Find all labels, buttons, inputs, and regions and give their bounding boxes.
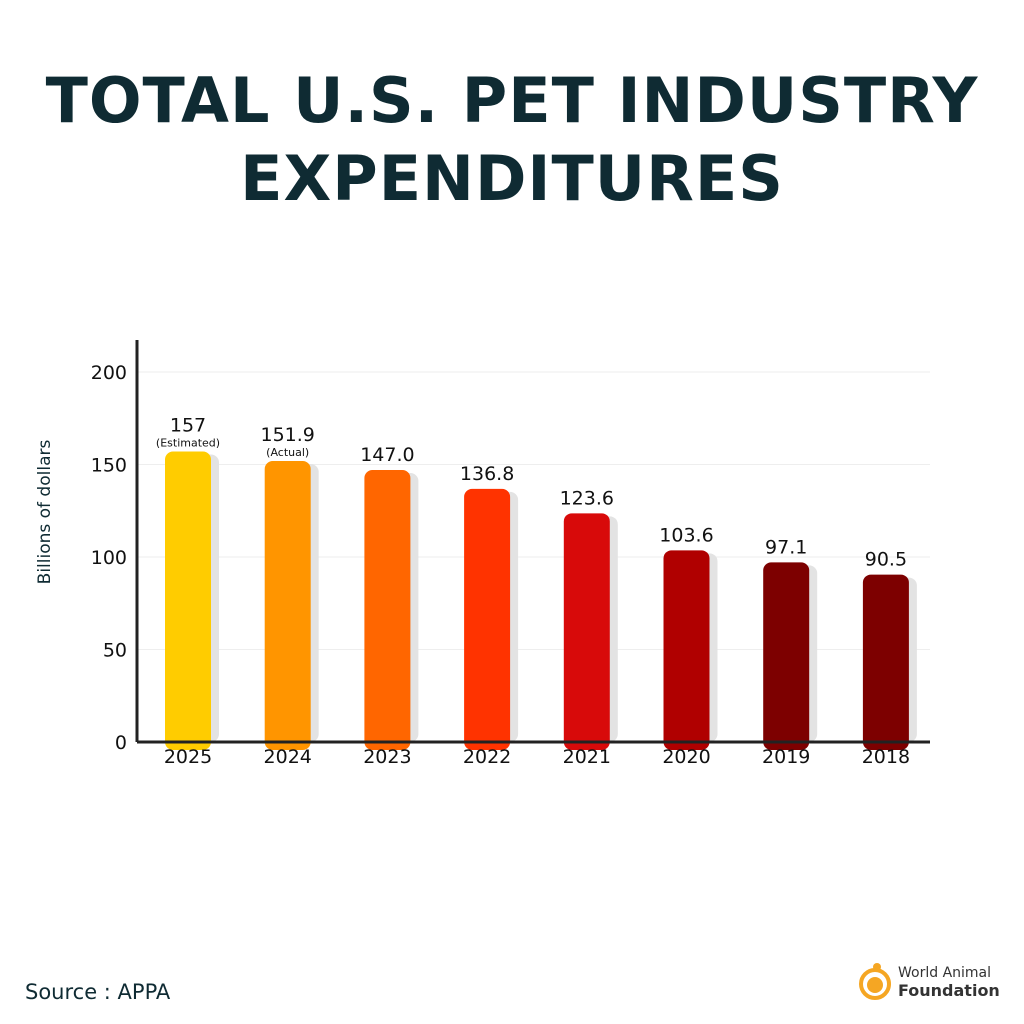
data-label: 151.9 <box>260 424 314 446</box>
data-label: 147.0 <box>360 444 414 466</box>
bar-2024 <box>264 460 311 750</box>
data-label: 157 <box>170 415 206 437</box>
data-label: 90.5 <box>865 549 907 571</box>
title-line-2: EXPENDITURES <box>240 142 784 215</box>
x-tick-label: 2022 <box>463 746 511 768</box>
x-tick-label: 2025 <box>164 746 212 768</box>
bar-2019 <box>763 562 810 750</box>
logo-line-2: Foundation <box>898 981 1000 1000</box>
bar-2021 <box>563 513 610 750</box>
data-annotation: (Estimated) <box>156 437 220 450</box>
logo: World Animal Foundation <box>858 962 1000 1002</box>
source-note: Source : APPA <box>25 980 171 1004</box>
bar-2022 <box>464 488 511 750</box>
logo-line-1: World Animal <box>898 965 992 981</box>
data-label: 123.6 <box>560 487 614 509</box>
bar-2023 <box>364 470 411 750</box>
x-tick-label: 2024 <box>264 746 312 768</box>
y-tick-label: 200 <box>91 362 127 384</box>
x-tick-label: 2018 <box>862 746 910 768</box>
data-annotation: (Actual) <box>266 446 309 459</box>
y-tick-label: 0 <box>115 732 127 754</box>
data-label: 136.8 <box>460 463 514 485</box>
bar-2025 <box>165 451 211 750</box>
bar-2018 <box>862 574 909 750</box>
y-tick-label: 150 <box>91 455 127 477</box>
x-tick-label: 2020 <box>662 746 710 768</box>
y-tick-label: 50 <box>103 640 127 662</box>
chart-title: TOTAL U.S. PET INDUSTRY EXPENDITURES <box>0 62 1024 218</box>
x-tick-label: 2021 <box>563 746 611 768</box>
data-label: 97.1 <box>765 536 807 558</box>
paw-logo-icon <box>859 963 891 1000</box>
data-label: 103.6 <box>659 524 713 546</box>
bar-2020 <box>663 550 710 750</box>
y-axis-label: Billions of dollars <box>35 440 55 585</box>
title-line-1: TOTAL U.S. PET INDUSTRY <box>45 64 979 137</box>
x-tick-label: 2019 <box>762 746 810 768</box>
x-tick-label: 2023 <box>363 746 411 768</box>
y-tick-label: 100 <box>91 547 127 569</box>
